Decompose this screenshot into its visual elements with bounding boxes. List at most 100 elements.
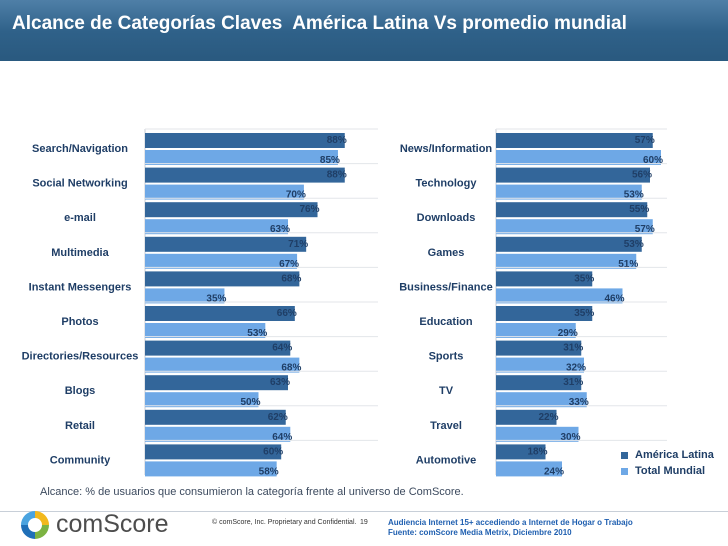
left-bar-world — [145, 461, 277, 477]
left-value-label-latam: 63% — [270, 377, 290, 388]
right-category-label: Education — [419, 316, 472, 328]
chart-right: News/Information 57% 60% Technology 56% 53% Do… — [399, 128, 667, 477]
left-category-label: Instant Messengers — [29, 281, 132, 293]
right-value-label-world: 30% — [560, 432, 580, 443]
page-number: 19 — [360, 519, 368, 526]
title-bar: Alcance de Categorías Claves América Lat… — [0, 0, 728, 58]
right-bar-latam — [496, 340, 582, 356]
right-bar-latam — [496, 271, 593, 287]
legend: América Latina Total Mundial — [621, 447, 726, 479]
chart-left: Search/Navigation 88% 85% Social Networking… — [22, 128, 378, 477]
footer-divider — [0, 511, 728, 512]
right-bar-latam — [496, 375, 582, 391]
left-value-label-world: 35% — [206, 293, 226, 304]
left-category-label: e-mail — [64, 212, 96, 224]
right-bar-latam — [496, 409, 557, 425]
left-bar-latam — [145, 340, 291, 356]
left-bar-world — [145, 253, 298, 269]
right-bar-world — [496, 150, 661, 165]
right-value-label-latam: 31% — [563, 343, 583, 354]
left-value-label-world: 68% — [281, 363, 301, 374]
left-category-label: Directories/Resources — [22, 351, 139, 363]
footnote: Alcance: % de usuarios que consumieron l… — [40, 486, 464, 498]
right-bar-latam — [496, 133, 653, 148]
source-line-2: Fuente: comScore Media Metrix, Diciembre… — [388, 528, 572, 537]
left-value-label-latam: 68% — [281, 273, 301, 284]
right-bar-world — [496, 184, 642, 200]
right-bar-world — [496, 219, 653, 235]
left-value-label-latam: 60% — [263, 446, 283, 457]
legend-label-latam: América Latina — [635, 449, 714, 461]
right-value-label-world: 60% — [643, 155, 663, 166]
left-category-label: Community — [50, 454, 111, 466]
right-bar-world — [496, 426, 579, 442]
right-value-label-world: 57% — [635, 224, 655, 235]
left-bar-world — [145, 150, 338, 165]
right-category-label: Automotive — [416, 454, 477, 466]
source-note: Audiencia Internet 15+ accediendo a Inte… — [388, 518, 633, 538]
left-bar-latam — [145, 236, 307, 252]
legend-item-world: Total Mundial — [621, 463, 726, 479]
right-bar-latam — [496, 167, 650, 183]
title-underline — [0, 58, 728, 61]
right-value-label-latam: 53% — [624, 239, 644, 250]
right-value-label-latam: 18% — [527, 446, 547, 457]
legend-label-world: Total Mundial — [635, 465, 706, 477]
left-category-label: Blogs — [65, 385, 96, 397]
right-value-label-latam: 57% — [635, 135, 655, 146]
right-bar-world — [496, 392, 587, 408]
right-category-label: Technology — [416, 178, 478, 190]
left-bar-latam — [145, 444, 282, 460]
left-value-label-latam: 76% — [300, 204, 320, 215]
right-value-label-world: 46% — [604, 293, 624, 304]
right-value-label-world: 32% — [566, 363, 586, 374]
left-value-label-latam: 88% — [327, 135, 347, 146]
right-category-label: Business/Finance — [399, 281, 493, 293]
right-category-label: Sports — [429, 351, 464, 363]
comscore-logo-text: comScore — [56, 510, 169, 538]
page-title: Alcance de Categorías Claves América Lat… — [12, 13, 627, 34]
left-bar-world — [145, 219, 289, 235]
right-bar-world — [496, 253, 637, 269]
left-bar-latam — [145, 306, 295, 321]
comscore-logo: comScore — [20, 508, 180, 542]
right-bar-world — [496, 323, 576, 338]
left-value-label-world: 58% — [259, 466, 279, 477]
comscore-logo-icon — [21, 511, 49, 539]
left-category-label: Photos — [61, 316, 98, 328]
copyright-text: © comScore, Inc. Proprietary and Confide… — [212, 519, 357, 526]
left-bar-world — [145, 323, 266, 338]
left-value-label-world: 53% — [247, 328, 267, 339]
left-bar-world — [145, 288, 225, 304]
left-bar-latam — [145, 167, 345, 183]
left-value-label-latam: 71% — [288, 239, 308, 250]
right-bar-latam — [496, 444, 546, 460]
left-bar-latam — [145, 409, 286, 425]
right-bar-latam — [496, 236, 642, 252]
left-category-label: Multimedia — [51, 247, 109, 259]
left-value-label-latam: 64% — [272, 343, 292, 354]
legend-swatch-world — [621, 467, 628, 475]
left-value-label-world: 50% — [240, 397, 260, 408]
left-value-label-world: 64% — [272, 432, 292, 443]
right-category-label: Games — [428, 247, 465, 259]
right-category-label: News/Information — [400, 143, 493, 155]
right-value-label-latam: 31% — [563, 377, 583, 388]
left-category-label: Retail — [65, 420, 95, 432]
left-bar-latam — [145, 202, 318, 218]
right-value-label-world: 51% — [618, 259, 638, 270]
left-value-label-latam: 62% — [268, 412, 288, 423]
left-bar-latam — [145, 271, 300, 287]
right-category-label: Downloads — [417, 212, 476, 224]
left-bar-latam — [145, 133, 345, 148]
right-category-label: TV — [439, 385, 454, 397]
left-value-label-latam: 88% — [327, 170, 347, 181]
legend-item-latam: América Latina — [621, 447, 726, 463]
left-category-label: Search/Navigation — [32, 143, 128, 155]
right-value-label-latam: 22% — [538, 412, 558, 423]
right-category-label: Travel — [430, 420, 462, 432]
right-bar-world — [496, 461, 562, 477]
left-value-label-world: 63% — [270, 224, 290, 235]
right-value-label-world: 29% — [558, 328, 578, 339]
